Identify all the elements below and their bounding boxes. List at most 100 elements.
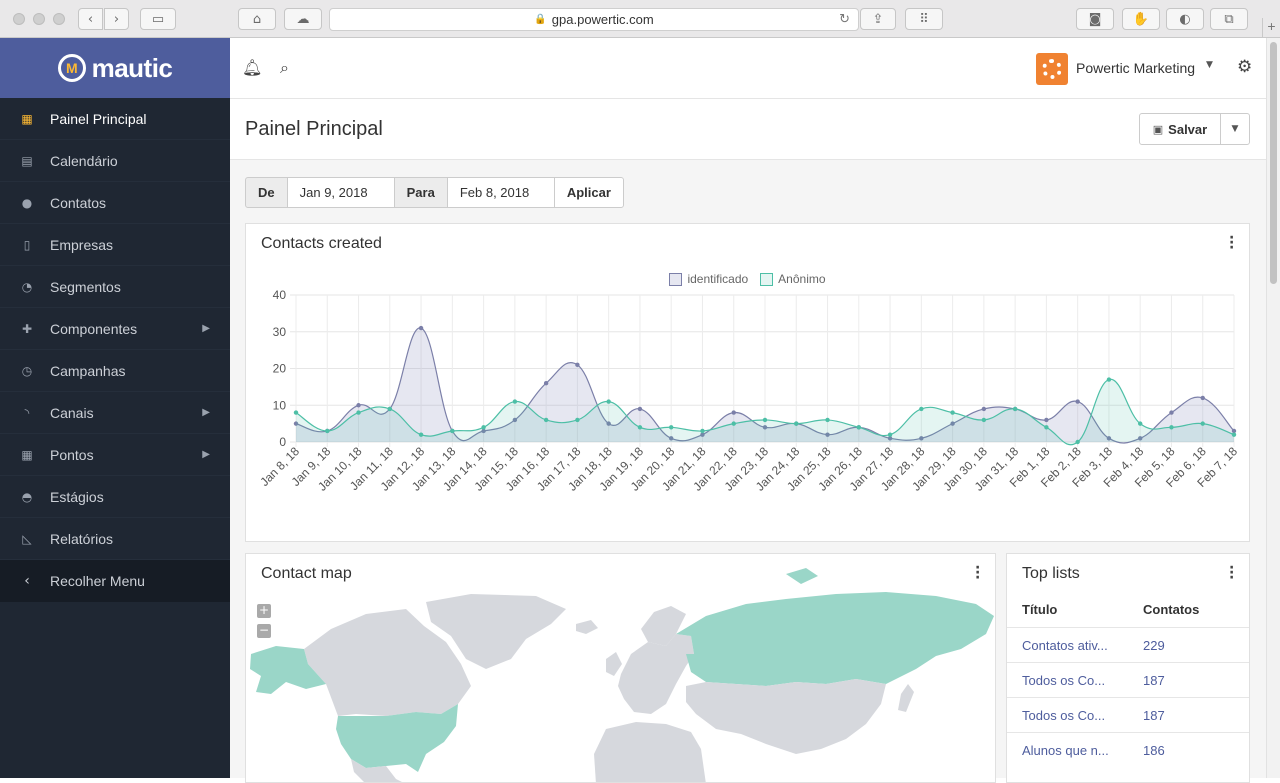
date-to-input[interactable]: Feb 8, 2018 <box>446 177 555 208</box>
data-point[interactable] <box>418 432 424 437</box>
data-point[interactable] <box>1044 417 1049 423</box>
share-button[interactable]: ⇪ <box>860 8 896 30</box>
data-point[interactable] <box>919 436 924 441</box>
data-point[interactable] <box>1138 436 1143 441</box>
data-point[interactable] <box>387 406 392 412</box>
map-region-canada[interactable] <box>304 609 471 716</box>
sidebar-item-contatos[interactable]: ● Contatos <box>0 182 230 224</box>
address-bar[interactable]: 🔒 gpa.powertic.com ↻ <box>329 8 859 31</box>
caret-down-icon[interactable]: ▼ <box>1206 60 1213 70</box>
list-title-link[interactable]: Alunos que n... <box>1022 743 1109 758</box>
data-point[interactable] <box>1044 425 1049 430</box>
data-point[interactable] <box>825 417 830 423</box>
sidebar-item-segmentos[interactable]: ◔ Segmentos <box>0 266 230 308</box>
list-title-link[interactable]: Todos os Co... <box>1022 708 1106 723</box>
extension-button-2[interactable]: ✋ <box>1122 8 1160 30</box>
data-point[interactable] <box>293 410 299 415</box>
page-scrollbar[interactable] <box>1266 38 1280 778</box>
list-title-link[interactable]: Contatos ativ... <box>1022 638 1108 653</box>
map-region-iceland[interactable] <box>576 620 598 634</box>
data-point[interactable] <box>356 410 361 415</box>
data-point[interactable] <box>919 406 924 412</box>
zoom-window-button[interactable] <box>53 13 65 25</box>
map-region-greenland[interactable] <box>426 594 566 669</box>
new-tab-button[interactable]: + <box>1262 18 1280 38</box>
user-menu-name[interactable]: Powertic Marketing <box>1076 60 1196 76</box>
legend-item-anonimo[interactable]: Anônimo <box>760 272 826 286</box>
table-row[interactable]: Contatos ativ... 229 <box>1007 627 1249 662</box>
data-point[interactable] <box>418 325 424 331</box>
data-point[interactable] <box>950 421 955 426</box>
sidebar-item-componentes[interactable]: ✚ Componentes ▶ <box>0 308 230 350</box>
column-header-contacts[interactable]: Contatos <box>1143 602 1200 617</box>
data-point[interactable] <box>450 428 455 434</box>
table-row[interactable]: Todos os Co... 187 <box>1007 662 1249 697</box>
data-point[interactable] <box>543 381 549 386</box>
data-point[interactable] <box>950 410 955 415</box>
map-region-uk[interactable] <box>606 652 622 676</box>
apply-button[interactable]: Aplicar <box>553 177 624 208</box>
tabs-overview-button[interactable]: ⧉ <box>1210 8 1248 30</box>
sidebar-item-campanhas[interactable]: ◷ Campanhas <box>0 350 230 392</box>
data-point[interactable] <box>1231 432 1237 437</box>
data-point[interactable] <box>700 428 705 434</box>
list-title-link[interactable]: Todos os Co... <box>1022 673 1106 688</box>
map-region-asia[interactable] <box>686 679 886 754</box>
kebab-menu-icon[interactable]: · · · <box>975 560 981 586</box>
data-point[interactable] <box>981 417 987 423</box>
map-region-europe[interactable] <box>618 634 694 714</box>
table-row[interactable]: Alunos que n... 186 <box>1007 732 1249 767</box>
data-point[interactable] <box>512 399 518 404</box>
minimize-window-button[interactable] <box>33 13 45 25</box>
data-point[interactable] <box>669 436 674 441</box>
data-point[interactable] <box>1200 421 1205 426</box>
scrollbar-thumb[interactable] <box>1270 42 1277 284</box>
data-point[interactable] <box>981 406 987 412</box>
data-point[interactable] <box>856 425 861 430</box>
extension-button-3[interactable]: ◐ <box>1166 8 1204 30</box>
data-point[interactable] <box>731 421 736 426</box>
top-sites-button[interactable]: ⠿ <box>905 8 943 30</box>
map-region-usa[interactable] <box>336 704 458 772</box>
data-point[interactable] <box>700 432 705 437</box>
back-button[interactable]: ‹ <box>78 8 103 30</box>
data-point[interactable] <box>543 417 549 423</box>
column-header-title[interactable]: Título <box>1022 602 1058 617</box>
save-options-dropdown[interactable]: ▼ <box>1220 113 1250 145</box>
save-button[interactable]: ▣ Salvar <box>1139 113 1221 145</box>
sidebar-toggle-button[interactable]: ▭ <box>140 8 176 30</box>
sidebar-item-relatorios[interactable]: ◺ Relatórios <box>0 518 230 560</box>
data-point[interactable] <box>293 421 299 426</box>
data-point[interactable] <box>1075 439 1080 445</box>
data-point[interactable] <box>669 425 674 430</box>
data-point[interactable] <box>637 425 643 430</box>
data-point[interactable] <box>512 417 518 423</box>
data-point[interactable] <box>606 421 611 426</box>
map-zoom-in-button[interactable]: + <box>257 603 271 618</box>
data-point[interactable] <box>356 403 361 408</box>
data-point[interactable] <box>794 421 799 426</box>
map-region-novaya-zemlya[interactable] <box>786 568 818 584</box>
data-point[interactable] <box>731 410 736 415</box>
map-region-japan[interactable] <box>898 684 914 712</box>
collapse-menu-button[interactable]: ‹ Recolher Menu <box>0 560 230 602</box>
data-point[interactable] <box>1106 436 1112 441</box>
sidebar-item-pontos[interactable]: ▦ Pontos ▶ <box>0 434 230 476</box>
map-region-russia[interactable] <box>676 592 994 686</box>
data-point[interactable] <box>575 417 580 423</box>
data-point[interactable] <box>575 362 580 368</box>
data-point[interactable] <box>325 428 330 434</box>
data-point[interactable] <box>887 436 893 441</box>
sidebar-item-empresas[interactable]: ▯ Empresas <box>0 224 230 266</box>
data-point[interactable] <box>825 432 830 437</box>
reload-icon[interactable]: ↻ <box>839 12 850 27</box>
search-icon[interactable]: ⌕ <box>280 58 289 77</box>
data-point[interactable] <box>1106 377 1112 382</box>
map-region-scandinavia[interactable] <box>641 606 686 646</box>
icloud-button[interactable]: ☁ <box>284 8 322 30</box>
date-from-input[interactable]: Jan 9, 2018 <box>286 177 395 208</box>
data-point[interactable] <box>1231 428 1237 434</box>
map-region-alaska[interactable] <box>250 646 326 694</box>
data-point[interactable] <box>1075 399 1080 404</box>
sidebar-item-calendario[interactable]: ▤ Calendário <box>0 140 230 182</box>
